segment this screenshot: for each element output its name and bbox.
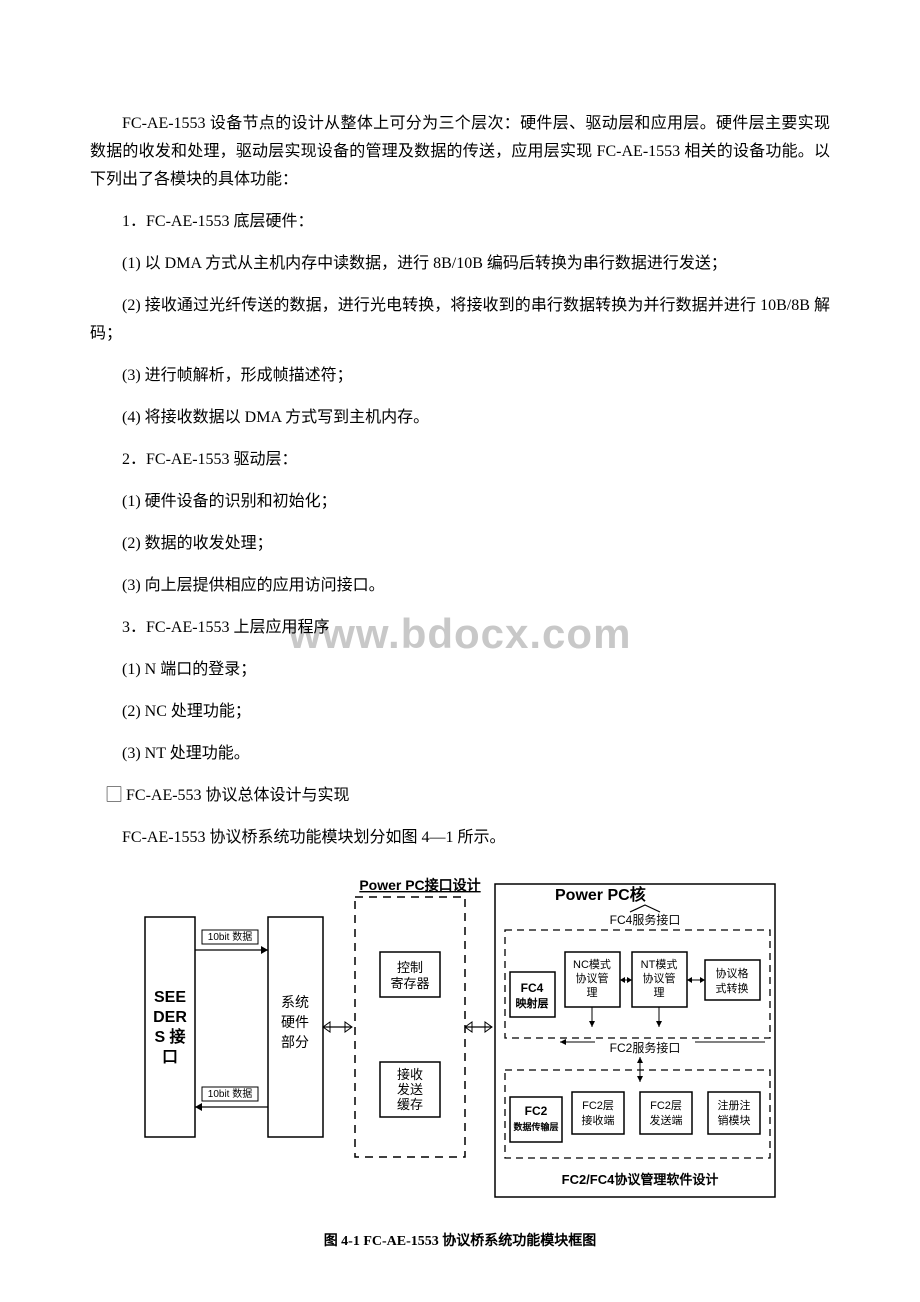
svg-text:FC2/FC4协议管理软件设计: FC2/FC4协议管理软件设计	[562, 1172, 719, 1187]
svg-text:10bit 数据: 10bit 数据	[208, 1087, 252, 1100]
svg-text:发送端: 发送端	[650, 1113, 683, 1127]
svg-text:FC2层: FC2层	[650, 1099, 682, 1112]
svg-text:寄存器: 寄存器	[390, 976, 429, 991]
paragraph: (2) 接收通过光纤传送的数据，进行光电转换，将接收到的串行数据转换为并行数据并…	[90, 292, 830, 348]
svg-text:DER: DER	[153, 1009, 187, 1026]
svg-text:NC模式: NC模式	[573, 958, 611, 971]
svg-text:FC4: FC4	[521, 981, 544, 995]
svg-text:销模块: 销模块	[718, 1113, 751, 1127]
paragraph: (4) 将接收数据以 DMA 方式写到主机内存。	[90, 404, 830, 432]
paragraph: 1．FC-AE-1553 底层硬件：	[90, 208, 830, 236]
figure-caption: 图 4-1 FC-AE-1553 协议桥系统功能模块框图	[90, 1230, 830, 1250]
svg-text:部分: 部分	[281, 1034, 309, 1050]
svg-text:映射层: 映射层	[516, 996, 549, 1010]
svg-text:接收: 接收	[397, 1067, 423, 1082]
paragraph: (1) N 端口的登录；	[90, 656, 830, 684]
paragraph: (3) NT 处理功能。	[90, 740, 830, 768]
svg-text:注册注: 注册注	[718, 1098, 751, 1112]
svg-text:协议管: 协议管	[643, 971, 676, 985]
svg-text:FC2: FC2	[525, 1104, 548, 1118]
svg-text:接收端: 接收端	[582, 1113, 615, 1127]
svg-text:10bit 数据: 10bit 数据	[208, 930, 252, 943]
paragraph: (1) 以 DMA 方式从主机内存中读数据，进行 8B/10B 编码后转换为串行…	[90, 250, 830, 278]
paragraph: (1) 硬件设备的识别和初始化；	[90, 488, 830, 516]
svg-text:FC2层: FC2层	[582, 1099, 614, 1112]
svg-text:理: 理	[654, 986, 665, 999]
svg-text:协议管: 协议管	[576, 971, 609, 985]
paragraph: FC-AE-1553 设备节点的设计从整体上可分为三个层次：硬件层、驱动层和应用…	[90, 110, 830, 194]
paragraph: FC-AE-1553 协议桥系统功能模块划分如图 4—1 所示。	[90, 824, 830, 852]
diagram-container: SEE DER S 接 口 10bit 数据 10bit 数据 系统 硬件 部分	[90, 872, 830, 1202]
svg-text:式转换: 式转换	[716, 981, 749, 995]
paragraph: (2) 数据的收发处理；	[90, 530, 830, 558]
svg-text:发送: 发送	[397, 1082, 423, 1097]
svg-text:Power PC核: Power PC核	[555, 885, 646, 904]
paragraph: (3) 进行帧解析，形成帧描述符；	[90, 362, 830, 390]
paragraph: 2．FC-AE-1553 驱动层：	[90, 446, 830, 474]
system-diagram: SEE DER S 接 口 10bit 数据 10bit 数据 系统 硬件 部分	[140, 872, 780, 1202]
svg-text:协议格: 协议格	[716, 966, 749, 980]
svg-text:数据传输层: 数据传输层	[513, 1121, 558, 1132]
svg-text:NT模式: NT模式	[641, 958, 678, 971]
svg-text:口: 口	[162, 1049, 178, 1066]
document-content: FC-AE-1553 设备节点的设计从整体上可分为三个层次：硬件层、驱动层和应用…	[90, 110, 830, 1250]
svg-text:FC4服务接口: FC4服务接口	[610, 912, 681, 927]
svg-text:S 接: S 接	[154, 1027, 185, 1046]
svg-text:SEE: SEE	[154, 989, 186, 1006]
svg-text:FC2服务接口: FC2服务接口	[610, 1040, 681, 1055]
paragraph: ⃞ FC-AE-553 协议总体设计与实现	[90, 782, 830, 810]
paragraph: 3．FC-AE-1553 上层应用程序	[90, 614, 830, 642]
svg-text:硬件: 硬件	[281, 1014, 309, 1030]
svg-text:控制: 控制	[397, 960, 423, 975]
svg-text:系统: 系统	[281, 994, 309, 1010]
svg-text:理: 理	[587, 986, 598, 999]
paragraph: (3) 向上层提供相应的应用访问接口。	[90, 572, 830, 600]
svg-text:Power PC接口设计: Power PC接口设计	[359, 877, 480, 893]
paragraph: (2) NC 处理功能；	[90, 698, 830, 726]
svg-text:缓存: 缓存	[397, 1097, 423, 1112]
